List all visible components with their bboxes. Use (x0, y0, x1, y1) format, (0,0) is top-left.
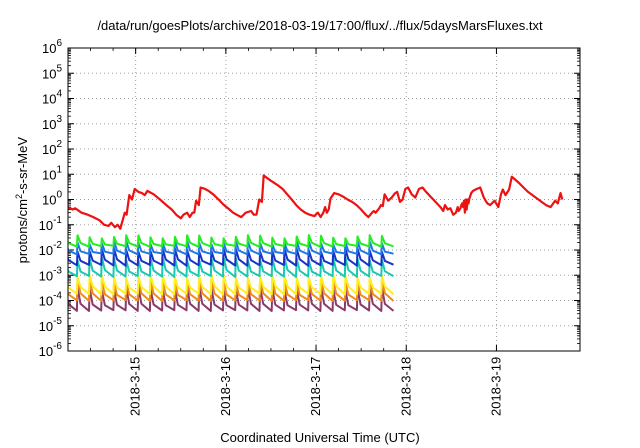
y-tick-label-exponent: -5 (53, 316, 62, 327)
y-tick-label-exponent: 0 (56, 190, 62, 201)
y-tick-label-exponent: 2 (56, 139, 62, 150)
y-tick-label-exponent: -1 (53, 215, 62, 226)
sawtooth-series-line (68, 247, 394, 267)
x-tick-label: 2018-3-15 (128, 357, 143, 416)
y-tick-label-base: 10 (39, 344, 53, 359)
y-tick-label: 10-5 (39, 316, 63, 334)
y-tick-label-base: 10 (39, 268, 53, 283)
y-tick-label-base: 10 (42, 167, 56, 182)
series-group (68, 174, 564, 312)
y-tick-label: 10-2 (39, 240, 63, 258)
y-tick-label-base: 10 (42, 92, 56, 107)
y-tick-label-exponent: -4 (53, 291, 62, 302)
y-tick-label: 10-3 (39, 265, 63, 283)
x-tick-label: 2018-3-17 (308, 357, 323, 416)
y-tick-label-base: 10 (42, 142, 56, 157)
y-tick-label-base: 10 (42, 41, 56, 56)
y-tick-label-exponent: -6 (53, 341, 62, 352)
y-tick-label: 102 (42, 139, 62, 157)
y-tick-label-exponent: 4 (56, 89, 62, 100)
primary-series-line (68, 174, 564, 230)
y-tick-label-exponent: 5 (56, 63, 62, 74)
y-tick-label-base: 10 (39, 243, 53, 258)
sawtooth-series-line (68, 256, 394, 278)
y-tick-label-exponent: 6 (56, 38, 62, 49)
y-tick-label-base: 10 (42, 193, 56, 208)
sawtooth-series-line (68, 234, 394, 248)
sawtooth-series-line (68, 240, 394, 256)
y-tick-label: 106 (42, 38, 62, 56)
y-tick-label: 10-4 (39, 291, 63, 309)
y-tick-label-base: 10 (39, 319, 53, 334)
plot-frame (67, 47, 581, 352)
x-tick-label: 2018-3-18 (398, 357, 413, 416)
x-tick-label: 2018-3-16 (218, 357, 233, 416)
y-tick-label-base: 10 (39, 218, 53, 233)
y-tick-label: 103 (42, 114, 62, 132)
x-tick-label: 2018-3-19 (488, 357, 503, 416)
sawtooth-series-line (68, 273, 395, 296)
y-tick-label: 100 (42, 190, 62, 208)
y-tick-label-exponent: 1 (56, 164, 62, 175)
y-tick-label-base: 10 (39, 294, 53, 309)
y-tick-label-base: 10 (42, 66, 56, 81)
y-tick-label-exponent: -2 (53, 240, 62, 251)
y-tick-label-exponent: -3 (53, 265, 62, 276)
y-tick-label: 101 (42, 164, 62, 182)
y-tick-label: 104 (42, 89, 62, 107)
y-tick-label: 105 (42, 63, 62, 81)
x-axis-label: Coordinated Universal Time (UTC) (220, 430, 420, 445)
y-tick-label: 10-1 (39, 215, 63, 233)
y-tick-label: 10-6 (39, 341, 63, 359)
sawtooth-series-line (68, 278, 395, 302)
sawtooth-series-line (68, 286, 395, 312)
y-tick-label-exponent: 3 (56, 114, 62, 125)
chart-title: /data/run/goesPlots/archive/2018-03-19/1… (97, 18, 543, 33)
y-tick-label-base: 10 (42, 117, 56, 132)
